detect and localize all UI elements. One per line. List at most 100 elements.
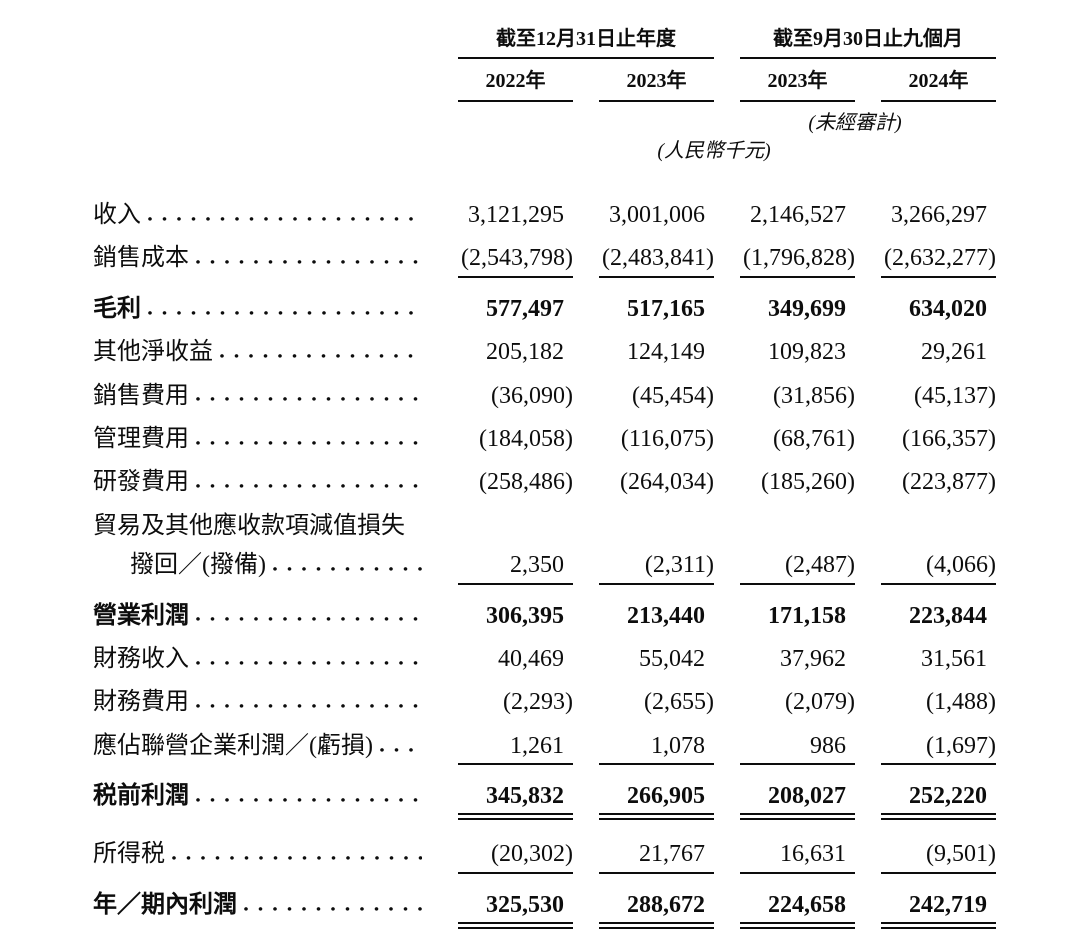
value-cell: (2,632,277) [855,245,996,278]
row-label-cell: 税前利潤 [93,783,432,809]
dot-leader [148,204,422,222]
value-cell: (1,488) [855,689,996,719]
value-cell: 242,719 [855,892,996,930]
value: 252,220 [909,783,987,810]
value: 634,020 [909,295,987,322]
table-row-profit-before-tax: 税前利潤 345,832 266,905 208,027 252,220 [93,783,996,821]
value-cell: 634,020 [855,296,996,326]
value: (2,543,798) [461,245,573,272]
value: 2,350 [510,552,564,579]
row-label-cell: 研發費用 [93,469,432,495]
currency-note-row: (人民幣千元) [93,140,996,162]
value: 21,767 [639,841,705,868]
value-cell: (36,090) [432,383,573,413]
value-cell: 306,395 [432,603,573,633]
col-header-2023: 2023年 [573,70,714,102]
value-cell: 21,767 [573,841,714,874]
row-label-cell: 管理費用 [93,426,432,452]
row-label: 所得税 [93,841,165,868]
value-cell: (2,487) [714,552,855,585]
value-cell: 208,027 [714,783,855,821]
value: (45,454) [632,382,714,409]
value: 213,440 [627,602,705,629]
value: (2,483,841) [602,245,714,272]
dot-leader [196,604,422,623]
value-cell: 3,266,297 [855,202,996,232]
dot-leader [196,647,422,666]
row-label: 撥回／(撥備) [130,552,266,579]
value-cell: 986 [714,732,855,766]
value-cell: (184,058) [432,426,573,456]
table-row-profit-for-period: 年／期內利潤 325,530 288,672 224,658 242,719 [93,891,996,930]
table-row-cost-of-sales: 銷售成本 (2,543,798) (2,483,841) (1,796,828)… [93,245,996,278]
value-cell: 29,261 [855,339,996,369]
value: 3,121,295 [468,202,564,228]
row-label: 貿易及其他應收款項減值損失 [93,512,405,539]
value: 1,261 [510,732,564,759]
row-label-cell: 銷售成本 [93,245,432,271]
unaudited-note: (未經審計) [808,112,902,134]
row-label: 營業利潤 [93,602,189,629]
currency-note: (人民幣千元) [657,140,771,162]
dot-leader [272,554,422,573]
row-label: 年／期內利潤 [93,891,237,918]
dot-leader [196,427,422,446]
table-row-gross-profit: 毛利 577,497 517,165 349,699 634,020 [93,296,996,326]
table-row-impairment-line2: 撥回／(撥備) 2,350 (2,311) (2,487) (4,066) [93,552,996,585]
value-cell: 171,158 [714,603,855,633]
row-label: 税前利潤 [93,783,189,810]
value-cell: (258,486) [432,469,573,499]
table-row-income-tax: 所得税 (20,302) 21,767 16,631 (9,501) [93,841,996,874]
value-cell: 55,042 [573,646,714,676]
table-row-rd-expenses: 研發費用 (258,486) (264,034) (185,260) (223,… [93,469,996,499]
value: 109,823 [768,339,846,366]
table-row-revenue: 收入 3,121,295 3,001,006 2,146,527 3,266,2… [93,202,996,232]
col-group-title: 截至9月30日止九個月 [740,28,996,59]
row-label: 銷售成本 [93,245,189,272]
value: 16,631 [780,841,846,868]
value-cell: (68,761) [714,426,855,456]
dot-leader [196,247,422,266]
value-cell: (2,483,841) [573,245,714,278]
value-cell: 325,530 [432,892,573,930]
value-cell: 40,469 [432,646,573,676]
value: 224,658 [768,891,846,918]
value-cell: 517,165 [573,296,714,326]
value-cell: 224,658 [714,891,855,930]
dot-leader [379,734,422,753]
col-header-2022: 2022年 [432,70,573,102]
table-row-operating-profit: 營業利潤 306,395 213,440 171,158 223,844 [93,603,996,633]
row-label: 收入 [93,202,141,228]
row-label: 銷售費用 [93,382,189,409]
value: 208,027 [768,783,846,810]
value: 986 [810,732,846,759]
dot-leader [196,785,422,804]
value-cell: (4,066) [855,552,996,585]
dot-leader [196,691,422,710]
value-cell: (223,877) [855,469,996,499]
value-cell: 223,844 [855,603,996,633]
row-label-cell: 營業利潤 [93,603,432,629]
value-cell: 1,261 [432,732,573,766]
value: 266,905 [627,783,705,810]
value-cell: 213,440 [573,603,714,633]
value-cell: (1,796,828) [714,245,855,278]
value-cell: (116,075) [573,426,714,456]
row-label: 研發費用 [93,469,189,496]
row-label-cell: 收入 [93,202,432,228]
value: (68,761) [773,425,855,452]
value-cell: 16,631 [714,841,855,874]
col-group-year-ended-dec31: 截至12月31日止年度 [432,28,714,59]
table-row-admin-expenses: 管理費用 (184,058) (116,075) (68,761) (166,3… [93,426,996,456]
dot-leader [220,341,422,360]
row-label-cell: 所得税 [93,841,432,867]
value: 29,261 [921,339,987,366]
value-cell: 345,832 [432,783,573,821]
value: (20,302) [491,841,573,868]
value: (184,058) [479,425,573,452]
value: 349,699 [768,295,846,322]
value-cell [432,529,573,533]
value-cell: 205,182 [432,339,573,369]
value-cell: 2,350 [432,552,573,585]
value: 205,182 [486,339,564,366]
